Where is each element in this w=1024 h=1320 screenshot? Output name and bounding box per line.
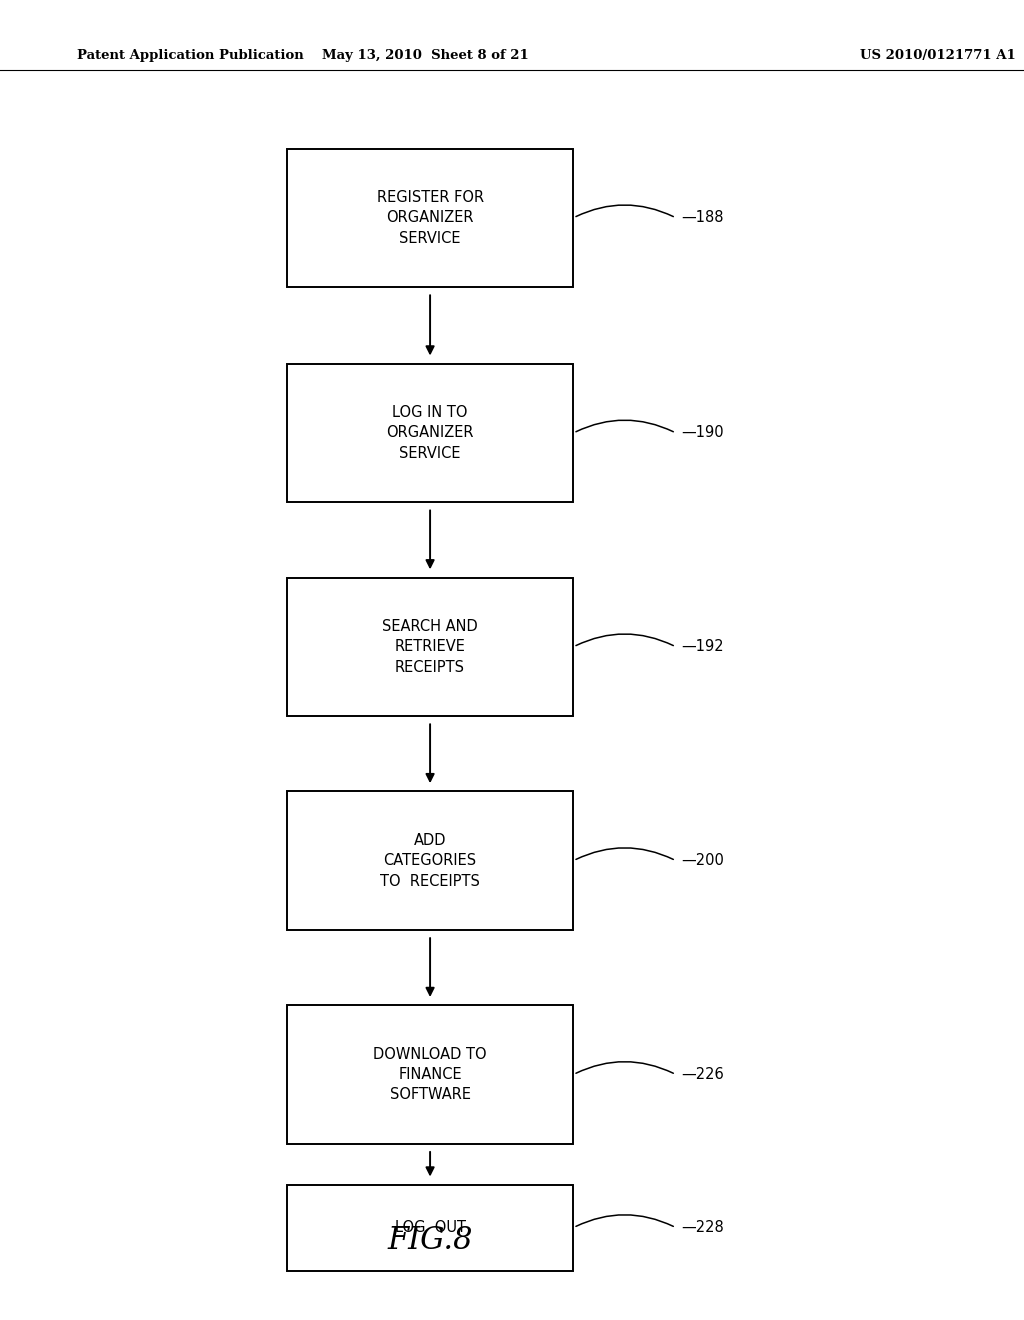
Text: —200: —200 xyxy=(681,853,724,869)
Text: —226: —226 xyxy=(681,1067,724,1082)
Text: ADD
CATEGORIES
TO  RECEIPTS: ADD CATEGORIES TO RECEIPTS xyxy=(380,833,480,888)
Bar xyxy=(287,149,573,288)
Text: —188: —188 xyxy=(681,210,724,226)
Text: —192: —192 xyxy=(681,639,724,655)
Text: REGISTER FOR
ORGANIZER
SERVICE: REGISTER FOR ORGANIZER SERVICE xyxy=(377,190,483,246)
Text: —228: —228 xyxy=(681,1220,724,1236)
Bar xyxy=(287,792,573,929)
Text: LOG  OUT: LOG OUT xyxy=(394,1220,466,1236)
Text: FIG.8: FIG.8 xyxy=(387,1225,473,1257)
Text: US 2010/0121771 A1: US 2010/0121771 A1 xyxy=(860,49,1016,62)
Bar xyxy=(287,363,573,502)
Text: SEARCH AND
RETRIEVE
RECEIPTS: SEARCH AND RETRIEVE RECEIPTS xyxy=(382,619,478,675)
Bar xyxy=(287,1006,573,1143)
Text: —190: —190 xyxy=(681,425,724,441)
Bar xyxy=(287,578,573,715)
Bar xyxy=(287,1185,573,1270)
Text: LOG IN TO
ORGANIZER
SERVICE: LOG IN TO ORGANIZER SERVICE xyxy=(386,405,474,461)
Text: DOWNLOAD TO
FINANCE
SOFTWARE: DOWNLOAD TO FINANCE SOFTWARE xyxy=(374,1047,486,1102)
Text: Patent Application Publication: Patent Application Publication xyxy=(77,49,303,62)
Text: May 13, 2010  Sheet 8 of 21: May 13, 2010 Sheet 8 of 21 xyxy=(322,49,528,62)
